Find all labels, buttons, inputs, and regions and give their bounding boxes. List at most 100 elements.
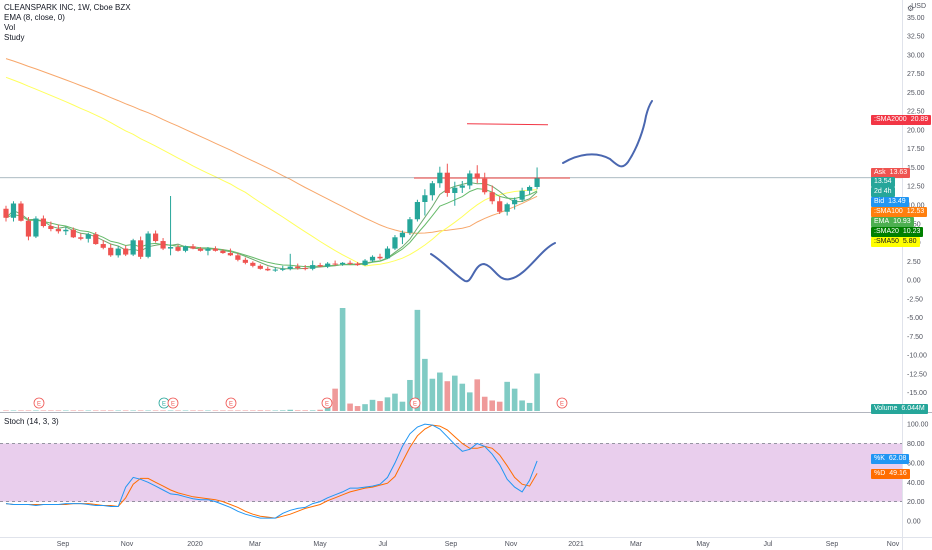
volume-bar bbox=[437, 372, 443, 411]
stoch-k-line bbox=[5, 423, 538, 519]
candle-body bbox=[130, 240, 136, 255]
volume-bar bbox=[78, 410, 84, 411]
volume-bar bbox=[384, 397, 391, 411]
stoch-tick-label: 80.00 bbox=[907, 441, 925, 448]
price-badge: :SMA50 5.80 bbox=[871, 237, 920, 247]
volume-bar bbox=[339, 308, 346, 411]
candle-body bbox=[145, 233, 151, 257]
badge-name: %K bbox=[874, 455, 885, 462]
candle-body bbox=[295, 266, 301, 269]
price-tick-label: 0.00 bbox=[907, 278, 921, 285]
volume-bar bbox=[466, 392, 473, 411]
time-tick-label: Mar bbox=[249, 541, 262, 548]
time-tick-label: Sep bbox=[57, 541, 70, 548]
candle-body bbox=[459, 185, 465, 188]
candle-body bbox=[407, 219, 413, 233]
candle-body bbox=[190, 246, 196, 249]
volume-bar bbox=[399, 401, 406, 411]
volume-bar bbox=[92, 410, 99, 411]
badge-value: 49.16 bbox=[889, 470, 907, 477]
price-tick-label: 12.50 bbox=[907, 184, 925, 191]
price-tick-label: 2.50 bbox=[907, 259, 921, 266]
candle-body bbox=[3, 208, 9, 218]
price-badge: 13.54 bbox=[871, 177, 895, 187]
volume-bar bbox=[414, 309, 421, 411]
volume-bar bbox=[526, 402, 533, 411]
candle-body bbox=[489, 192, 495, 202]
volume-bar bbox=[332, 388, 338, 411]
volume-bar bbox=[519, 400, 525, 411]
volume-bar bbox=[474, 379, 481, 411]
candle-body bbox=[48, 226, 54, 230]
candle-body bbox=[519, 190, 525, 200]
volume-bar bbox=[107, 410, 114, 411]
candle-body bbox=[227, 253, 233, 256]
volume-bar bbox=[481, 396, 488, 411]
symbol-label[interactable]: CLEANSPARK INC, 1W, Cboe BZX bbox=[4, 3, 131, 12]
badge-value: 5.80 bbox=[902, 238, 917, 245]
stoch-band bbox=[0, 443, 902, 502]
candle-body bbox=[78, 237, 84, 239]
volume-bar bbox=[115, 410, 121, 411]
candle-body bbox=[115, 248, 121, 256]
volume-bar bbox=[145, 410, 151, 411]
candle-body bbox=[153, 233, 159, 242]
candle-body bbox=[108, 247, 114, 256]
time-tick-label: 2021 bbox=[568, 541, 584, 548]
candle-body bbox=[235, 255, 241, 260]
volume-bar bbox=[197, 410, 204, 411]
earnings-marker-icon bbox=[225, 397, 237, 409]
price-tick-label: -7.50 bbox=[907, 334, 923, 341]
drawing-projection-up bbox=[562, 100, 653, 168]
sma100-line bbox=[5, 58, 538, 234]
price-tick-label: 35.00 bbox=[907, 15, 925, 22]
price-tick-label: 22.50 bbox=[907, 109, 925, 116]
candle-body bbox=[18, 203, 24, 221]
candle-body bbox=[63, 229, 69, 232]
volume-bar bbox=[25, 410, 32, 411]
badge-value: 13.49 bbox=[888, 198, 906, 205]
badge-value: 10.23 bbox=[902, 228, 921, 235]
earnings-marker-label: E bbox=[325, 402, 329, 408]
time-tick-label: 2020 bbox=[187, 541, 203, 548]
candle-body bbox=[527, 186, 533, 191]
volume-bar bbox=[504, 381, 510, 411]
candle-body bbox=[70, 229, 76, 238]
candle-body bbox=[482, 178, 488, 193]
earnings-marker-label: E bbox=[229, 402, 233, 408]
volume-bar bbox=[152, 410, 159, 411]
candle-body bbox=[250, 262, 256, 266]
price-tick-label: -5.00 bbox=[907, 315, 923, 322]
volume-bar bbox=[324, 406, 331, 411]
volume-indicator-label[interactable]: Vol bbox=[4, 23, 16, 32]
volume-bar bbox=[369, 399, 376, 411]
stoch-legend: Stoch (14, 3, 3) bbox=[4, 417, 59, 427]
volume-bar bbox=[362, 404, 368, 411]
candle-body bbox=[444, 172, 450, 193]
candle-body bbox=[534, 178, 540, 187]
ema-line bbox=[5, 188, 538, 268]
volume-bar bbox=[130, 410, 136, 411]
study-indicator-label[interactable]: Study bbox=[4, 33, 25, 42]
settings-gear-icon[interactable]: ⚙ bbox=[907, 4, 915, 13]
candle-body bbox=[205, 248, 211, 251]
candle-body bbox=[414, 201, 420, 220]
volume-bar bbox=[294, 410, 301, 411]
volume-bar bbox=[534, 373, 540, 411]
price-badge: Bid 13.49 bbox=[871, 197, 909, 207]
volume-bar bbox=[242, 410, 249, 411]
candle-body bbox=[138, 240, 144, 257]
ema-indicator-label[interactable]: EMA (8, close, 0) bbox=[4, 13, 65, 22]
badge-value: 2d 4h bbox=[874, 188, 892, 195]
stoch-indicator-label[interactable]: Stoch (14, 3, 3) bbox=[4, 417, 59, 426]
candle-body bbox=[332, 263, 338, 265]
candle-body bbox=[123, 248, 129, 255]
price-badge: 2d 4h bbox=[871, 187, 895, 197]
price-tick-label: 32.50 bbox=[907, 34, 925, 41]
price-tick-label: -10.00 bbox=[907, 353, 927, 360]
time-tick-label: Nov bbox=[505, 541, 518, 548]
price-badge: %D 49.16 bbox=[871, 469, 910, 479]
candle-body bbox=[429, 183, 435, 196]
earnings-marker-icon bbox=[167, 397, 179, 409]
